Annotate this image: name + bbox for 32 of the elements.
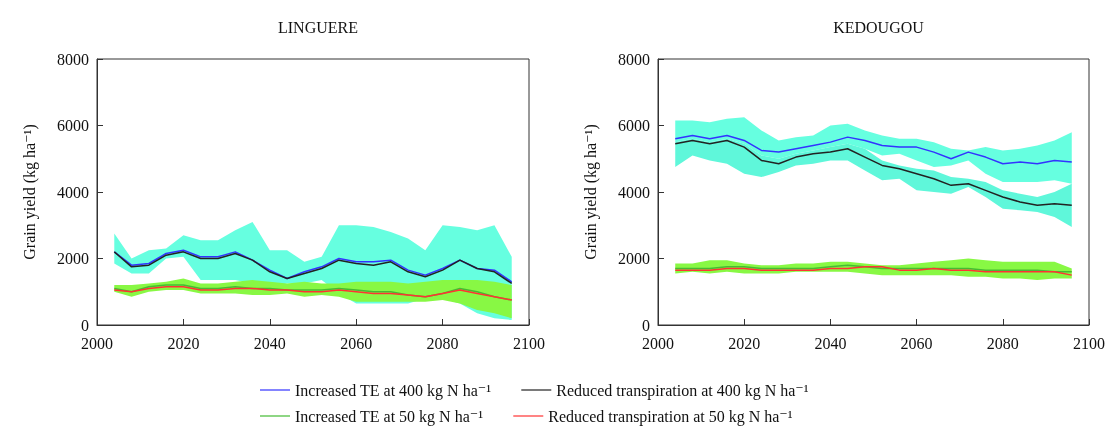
line-series [674, 134, 1073, 165]
x-tick-label: 2080 [426, 334, 459, 352]
y-tick-label: 2000 [57, 250, 89, 267]
legend-label: Increased TE at 50 kg N ha⁻¹ [295, 407, 484, 426]
x-tick-label: 2000 [81, 334, 113, 352]
x-tick-label: 2020 [167, 334, 200, 352]
x-tick-label: 2100 [1073, 334, 1105, 352]
x-tick-label: 2100 [513, 334, 545, 352]
x-tick-label: 2040 [253, 334, 286, 352]
x-tick-label: 2060 [340, 334, 373, 352]
x-tick-label: 2020 [728, 334, 761, 352]
legend-label: Reduced transpiration at 400 kg N ha⁻¹ [556, 381, 809, 400]
x-tick-label: 2000 [642, 334, 674, 352]
y-axis-title: Grain yield (kg ha⁻¹) [581, 124, 600, 260]
chart-title: KEDOUGOU [833, 18, 925, 36]
y-tick-label: 0 [81, 316, 89, 334]
y-tick-label: 0 [642, 316, 650, 334]
y-tick-label: 2000 [618, 250, 650, 267]
y-axis-title: Grain yield (kg ha⁻¹) [20, 124, 39, 260]
y-tick-label: 6000 [57, 117, 89, 134]
y-tick-label: 8000 [618, 50, 650, 68]
legend-label: Reduced transpiration at 50 kg N ha⁻¹ [548, 407, 793, 426]
x-tick-label: 2060 [900, 334, 933, 352]
y-tick-label: 8000 [57, 50, 89, 68]
legend-label: Increased TE at 400 kg N ha⁻¹ [295, 381, 492, 400]
y-tick-label: 4000 [57, 183, 89, 201]
x-tick-label: 2040 [814, 334, 847, 352]
x-tick-label: 2080 [986, 334, 1019, 352]
y-tick-label: 6000 [618, 117, 650, 134]
line-series [674, 139, 1073, 207]
chart-title: LINGUERE [278, 18, 358, 36]
y-tick-label: 4000 [618, 183, 650, 201]
